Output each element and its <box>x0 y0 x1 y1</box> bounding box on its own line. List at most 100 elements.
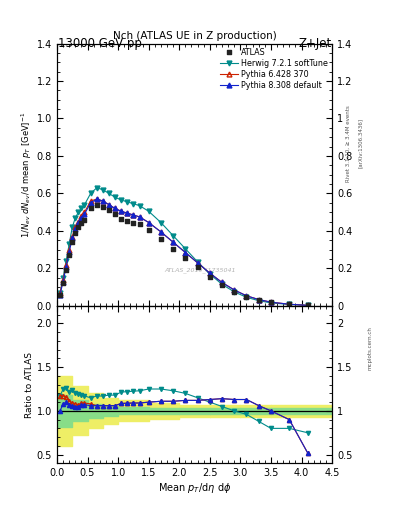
Pythia 6.428 370 <box>82 209 87 215</box>
Y-axis label: Ratio to ATLAS: Ratio to ATLAS <box>25 352 34 418</box>
Pythia 6.428 370 <box>107 202 111 208</box>
Pythia 8.308 default <box>70 236 75 242</box>
Pythia 6.428 370 <box>232 287 237 293</box>
ATLAS <box>255 296 262 304</box>
Pythia 8.308 default <box>137 214 142 220</box>
Herwig 7.2.1 softTune <box>73 215 78 221</box>
Pythia 6.428 370 <box>244 293 249 299</box>
Pythia 6.428 370 <box>305 302 310 308</box>
ATLAS <box>124 217 130 225</box>
Pythia 6.428 370 <box>101 198 105 204</box>
Herwig 7.2.1 softTune <box>64 258 68 264</box>
Pythia 6.428 370 <box>119 208 123 215</box>
Pythia 6.428 370 <box>171 239 176 245</box>
ATLAS <box>243 293 250 301</box>
Herwig 7.2.1 softTune <box>171 232 176 239</box>
Pythia 8.308 default <box>88 200 93 206</box>
Pythia 8.308 default <box>67 248 72 254</box>
Pythia 8.308 default <box>64 264 68 270</box>
Pythia 8.308 default <box>79 215 84 221</box>
Line: Herwig 7.2.1 softTune: Herwig 7.2.1 softTune <box>58 185 310 308</box>
Pythia 8.308 default <box>125 210 130 216</box>
Herwig 7.2.1 softTune <box>256 297 261 304</box>
ATLAS <box>88 204 94 212</box>
Herwig 7.2.1 softTune <box>195 259 200 265</box>
Pythia 6.428 370 <box>146 220 151 226</box>
Pythia 8.308 default <box>244 293 249 299</box>
Pythia 8.308 default <box>113 205 118 211</box>
Pythia 8.308 default <box>195 260 200 266</box>
Pythia 6.428 370 <box>67 247 72 253</box>
Pythia 6.428 370 <box>137 214 142 220</box>
Herwig 7.2.1 softTune <box>125 199 130 205</box>
Pythia 8.308 default <box>146 220 151 226</box>
Pythia 6.428 370 <box>195 260 200 266</box>
ATLAS <box>57 291 63 299</box>
Pythia 8.308 default <box>183 249 188 255</box>
ATLAS <box>81 216 88 224</box>
Herwig 7.2.1 softTune <box>113 194 118 200</box>
Pythia 8.308 default <box>107 202 111 208</box>
Herwig 7.2.1 softTune <box>183 246 188 252</box>
ATLAS <box>63 266 69 274</box>
Herwig 7.2.1 softTune <box>220 281 224 287</box>
ATLAS <box>136 220 143 228</box>
Title: Nch (ATLAS UE in Z production): Nch (ATLAS UE in Z production) <box>113 31 276 41</box>
Herwig 7.2.1 softTune <box>76 209 81 215</box>
ATLAS <box>72 229 79 237</box>
Herwig 7.2.1 softTune <box>137 203 142 209</box>
Pythia 6.428 370 <box>158 229 163 235</box>
Herwig 7.2.1 softTune <box>58 290 62 296</box>
Herwig 7.2.1 softTune <box>67 241 72 247</box>
Pythia 8.308 default <box>287 301 292 307</box>
ATLAS <box>170 245 176 253</box>
Herwig 7.2.1 softTune <box>94 185 99 191</box>
ATLAS <box>60 280 66 288</box>
ATLAS <box>182 254 189 262</box>
ATLAS <box>195 263 201 271</box>
Herwig 7.2.1 softTune <box>146 208 151 215</box>
Pythia 8.308 default <box>171 239 176 245</box>
Pythia 8.308 default <box>101 198 105 204</box>
Pythia 6.428 370 <box>79 213 84 219</box>
Pythia 6.428 370 <box>73 224 78 230</box>
Y-axis label: $1/N_{ev}$ $dN_{ev}$/d mean $p_{T}$ [GeV$]^{-1}$: $1/N_{ev}$ $dN_{ev}$/d mean $p_{T}$ [GeV… <box>20 112 34 238</box>
Pythia 6.428 370 <box>220 280 224 286</box>
Pythia 8.308 default <box>232 287 237 293</box>
Text: Z+Jet: Z+Jet <box>298 37 331 50</box>
Pythia 6.428 370 <box>208 270 212 276</box>
Text: 13000 GeV pp: 13000 GeV pp <box>58 37 142 50</box>
Pythia 6.428 370 <box>268 299 273 305</box>
Pythia 6.428 370 <box>256 296 261 303</box>
Herwig 7.2.1 softTune <box>208 271 212 277</box>
Herwig 7.2.1 softTune <box>70 224 75 230</box>
ATLAS <box>286 300 292 308</box>
Herwig 7.2.1 softTune <box>107 190 111 197</box>
Pythia 8.308 default <box>305 302 310 308</box>
Herwig 7.2.1 softTune <box>79 205 84 211</box>
Pythia 6.428 370 <box>131 212 136 218</box>
ATLAS <box>268 298 274 306</box>
ATLAS <box>158 236 164 244</box>
Pythia 8.308 default <box>208 270 212 276</box>
Pythia 6.428 370 <box>58 290 62 296</box>
Pythia 8.308 default <box>256 296 261 303</box>
Pythia 6.428 370 <box>61 276 66 283</box>
ATLAS <box>305 301 311 309</box>
ATLAS <box>100 202 106 210</box>
Text: ATLAS_2019_I1735041: ATLAS_2019_I1735041 <box>164 268 236 273</box>
Herwig 7.2.1 softTune <box>305 302 310 308</box>
Pythia 6.428 370 <box>88 198 93 204</box>
ATLAS <box>66 251 72 260</box>
Herwig 7.2.1 softTune <box>82 202 87 208</box>
ATLAS <box>231 288 237 296</box>
Legend: ATLAS, Herwig 7.2.1 softTune, Pythia 6.428 370, Pythia 8.308 default: ATLAS, Herwig 7.2.1 softTune, Pythia 6.4… <box>218 45 331 92</box>
Pythia 8.308 default <box>94 196 99 202</box>
Pythia 8.308 default <box>73 226 78 232</box>
Pythia 8.308 default <box>61 279 66 285</box>
Pythia 6.428 370 <box>125 210 130 216</box>
Pythia 8.308 default <box>58 292 62 298</box>
ATLAS <box>207 273 213 281</box>
ATLAS <box>118 215 124 223</box>
ATLAS <box>219 281 225 289</box>
